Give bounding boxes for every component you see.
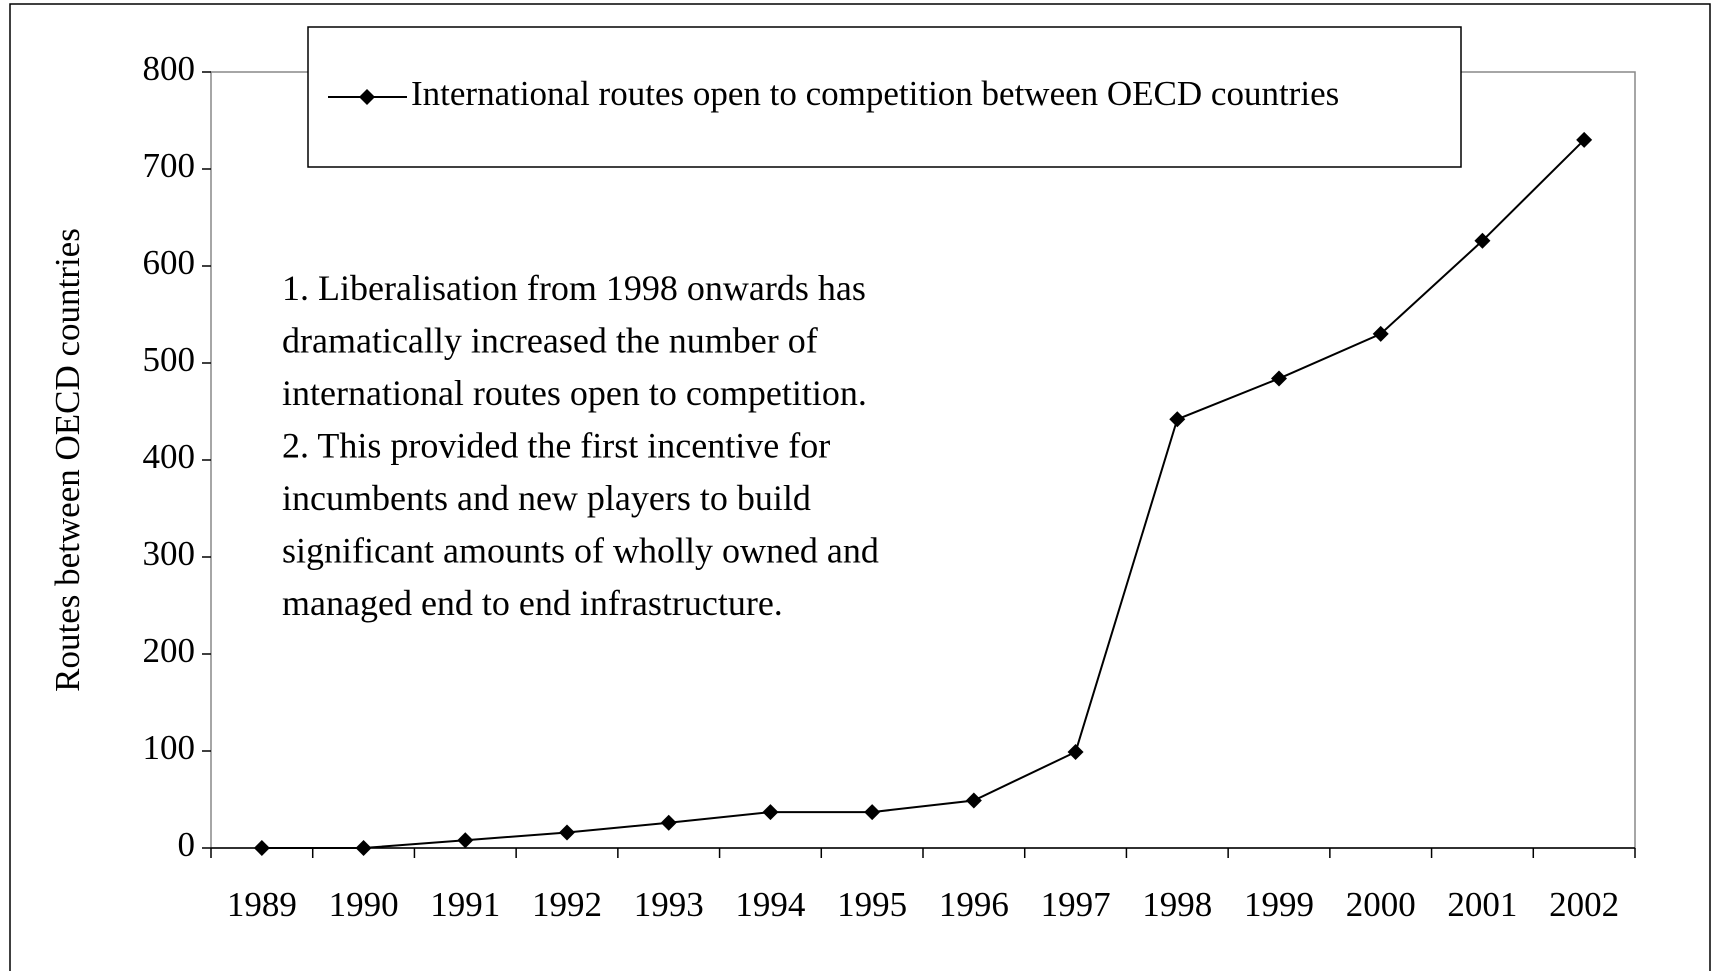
x-tick-label: 2000 bbox=[1346, 885, 1416, 924]
x-tick-label: 1999 bbox=[1244, 885, 1314, 924]
marker bbox=[1372, 325, 1389, 342]
marker bbox=[660, 814, 677, 831]
x-tick-label: 1996 bbox=[939, 885, 1009, 924]
x-tick-label: 2001 bbox=[1447, 885, 1517, 924]
annotation-line: international routes open to competition… bbox=[282, 373, 867, 413]
x-tick-label: 2002 bbox=[1549, 885, 1619, 924]
y-tick-label: 400 bbox=[143, 437, 196, 476]
marker bbox=[253, 840, 270, 856]
annotation-line: managed end to end infrastructure. bbox=[282, 583, 783, 623]
y-tick-label: 800 bbox=[143, 49, 196, 88]
marker bbox=[762, 804, 779, 821]
annotation-line: 1. Liberalisation from 1998 onwards has bbox=[282, 268, 866, 308]
x-tick-label: 1993 bbox=[634, 885, 704, 924]
x-tick-label: 1992 bbox=[532, 885, 602, 924]
marker bbox=[1169, 411, 1186, 428]
marker bbox=[1271, 370, 1287, 387]
x-tick-label: 1990 bbox=[329, 885, 399, 924]
y-tick-label: 100 bbox=[143, 728, 196, 767]
x-tick-label: 1994 bbox=[735, 885, 805, 924]
y-tick-label: 0 bbox=[178, 825, 196, 864]
y-tick-label: 600 bbox=[143, 243, 196, 282]
marker bbox=[1067, 743, 1084, 760]
legend-box bbox=[307, 26, 1462, 168]
y-tick-label: 500 bbox=[143, 340, 196, 379]
marker bbox=[1576, 131, 1593, 148]
marker bbox=[965, 792, 982, 809]
annotation-line: incumbents and new players to build bbox=[282, 478, 811, 518]
marker bbox=[559, 824, 575, 841]
data-line bbox=[261, 139, 1585, 849]
x-tick-label: 1998 bbox=[1142, 885, 1212, 924]
marker bbox=[355, 840, 372, 856]
y-tick-label: 200 bbox=[143, 631, 196, 670]
annotation-line: 2. This provided the first incentive for bbox=[282, 426, 830, 466]
x-tick-label: 1989 bbox=[227, 885, 297, 924]
marker bbox=[1474, 232, 1491, 249]
y-tick-label: 300 bbox=[143, 534, 196, 573]
y-tick-label: 700 bbox=[143, 146, 196, 185]
marker bbox=[864, 804, 881, 821]
marker bbox=[457, 832, 474, 849]
annotation-line: dramatically increased the number of bbox=[282, 321, 818, 361]
x-tick-label: 1991 bbox=[430, 885, 500, 924]
y-axis-label: Routes between OECD countries bbox=[48, 228, 87, 692]
frame bbox=[9, 3, 1711, 971]
x-tick-label: 1995 bbox=[837, 885, 907, 924]
x-tick-label: 1997 bbox=[1041, 885, 1111, 924]
legend-label: International routes open to competition… bbox=[411, 74, 1339, 113]
annotation-line: significant amounts of wholly owned and bbox=[282, 531, 879, 571]
legend-marker bbox=[359, 89, 375, 105]
